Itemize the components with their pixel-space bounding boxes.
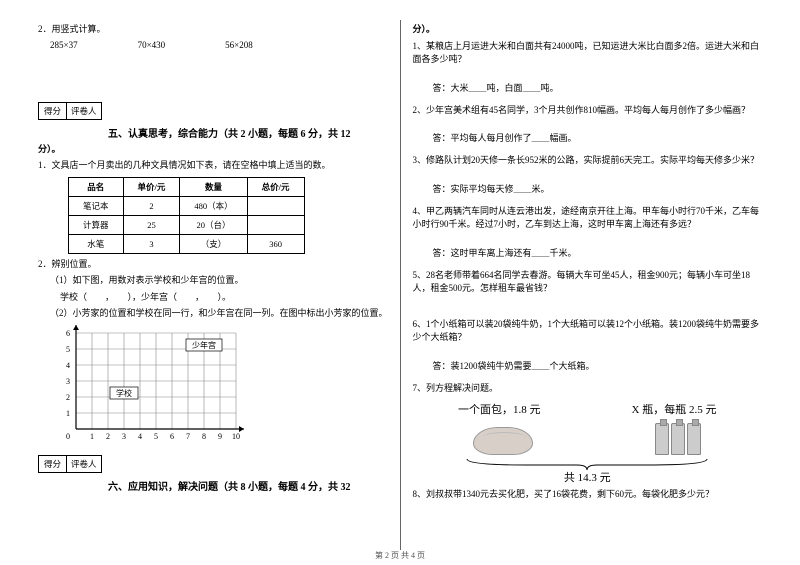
svg-text:1: 1 [90,432,94,441]
th-qty: 数量 [180,177,247,196]
q5-2: 2．辨别位置。 [38,258,388,272]
q5-2-2: （2）小芳家的位置和学校在同一行，和少年宫在同一列。在图中标出小芳家的位置。 [38,307,388,321]
svg-text:6: 6 [170,432,174,441]
svg-text:4: 4 [66,361,70,370]
score-label: 得分 [39,103,67,119]
bottles-icon [655,423,701,455]
eq-total: 共 14.3 元 [413,469,763,485]
q5-1: 1．文具店一个月卖出的几种文具情况如下表，请在空格中填上适当的数。 [38,159,388,173]
r-q7: 7、列方程解决问题。 [413,382,763,396]
svg-text:9: 9 [218,432,222,441]
section-6-title: 六、应用知识，解决问题（共 8 小题，每题 4 分，共 32 [38,478,388,493]
r-q3: 3、修路队计划20天修一条长952米的公路，实际提前6天完工。实际平均每天修多少… [413,154,763,168]
svg-text:少年宫: 少年宫 [192,340,216,350]
mult-2: 70×430 [138,40,166,50]
grader-label: 评卷人 [67,103,101,119]
svg-text:1: 1 [66,409,70,418]
svg-text:10: 10 [232,432,240,441]
right-column: 分）。 1、某粮店上月运进大米和白面共有24000吨，已知运进大米比白面多2倍。… [405,20,771,550]
svg-text:6: 6 [66,329,70,338]
r-a2: 答：平均每人每月创作了＿＿幅画。 [413,131,763,144]
multiplication-row: 285×37 70×430 56×208 [38,40,388,50]
r-q2: 2、少年宫美术组有45名同学，3个月共创作810幅画。平均每人每月创作了多少幅画… [413,104,763,118]
mult-3: 56×208 [225,40,253,50]
r-q6: 6、1个小纸箱可以装20袋纯牛奶，1个大纸箱可以装12个小纸箱。装1200袋纯牛… [413,318,763,345]
r-a6: 答：装1200袋纯牛奶需要＿＿个大纸箱。 [413,359,763,372]
th-price: 单价/元 [123,177,180,196]
eq-right: X 瓶，每瓶 2.5 元 [632,401,717,417]
mult-1: 285×37 [50,40,78,50]
equation-labels: 一个面包，1.8 元 X 瓶，每瓶 2.5 元 [413,401,763,417]
svg-text:3: 3 [66,377,70,386]
svg-text:4: 4 [138,432,142,441]
svg-text:学校: 学校 [116,388,132,398]
th-total: 总价/元 [247,177,304,196]
q5-2-1: （1）如下图，用数对表示学校和少年宫的位置。 [38,274,388,288]
q5-2-1b: 学校（ ， ），少年宫（ ， ）。 [38,291,388,305]
r-a1: 答：大米＿＿吨，白面＿＿吨。 [413,81,763,94]
svg-text:5: 5 [66,345,70,354]
score-box-5: 得分 评卷人 [38,102,102,120]
svg-text:2: 2 [106,432,110,441]
eq-left: 一个面包，1.8 元 [458,401,541,417]
section-5-title-2: 分）。 [38,143,388,157]
table-row: 水笔 3 （支） 360 [69,234,305,253]
score-box-6: 得分 评卷人 [38,455,102,473]
section-6-title-2: 分）。 [413,23,763,37]
r-q4: 4、甲乙两辆汽车同时从连云港出发，途经南京开往上海。甲车每小时行70千米，乙车每… [413,205,763,232]
score-label: 得分 [39,456,67,472]
page-footer: 第 2 页 共 4 页 [0,550,800,561]
left-column: 2．用竖式计算。 285×37 70×430 56×208 得分 评卷人 五、认… [30,20,396,550]
svg-text:2: 2 [66,393,70,402]
equation-pictures [413,423,763,455]
th-name: 品名 [69,177,124,196]
table-row: 笔记本 2 480（本） [69,196,305,215]
svg-text:3: 3 [122,432,126,441]
r-a3: 答：实际平均每天修＿＿米。 [413,182,763,195]
grader-label: 评卷人 [67,456,101,472]
r-a4: 答：这时甲车离上海还有＿＿千米。 [413,246,763,259]
bread-icon [473,427,533,455]
svg-text:5: 5 [154,432,158,441]
section-5-title: 五、认真思考，综合能力（共 2 小题，每题 6 分，共 12 [38,125,388,140]
stationery-table: 品名 单价/元 数量 总价/元 笔记本 2 480（本） 计算器 25 20（台… [68,177,305,254]
r-q1: 1、某粮店上月运进大米和白面共有24000吨，已知运进大米比白面多2倍。运进大米… [413,40,763,67]
svg-text:0: 0 [66,432,70,441]
svg-text:8: 8 [202,432,206,441]
column-divider [400,20,401,550]
coordinate-grid: 1 2 3 4 5 6 7 8 9 10 1 2 3 4 5 6 0 学校 少年宫 [58,325,388,445]
r-q8: 8、刘叔叔带1340元去买化肥，买了16袋花费，剩下60元。每袋化肥多少元？ [413,488,763,502]
r-q5: 5、28名老师带着664名同学去春游。每辆大车可坐45人，租金900元；每辆小车… [413,269,763,296]
table-row: 计算器 25 20（台） [69,215,305,234]
q2-text: 2．用竖式计算。 [38,23,388,37]
svg-text:7: 7 [186,432,190,441]
